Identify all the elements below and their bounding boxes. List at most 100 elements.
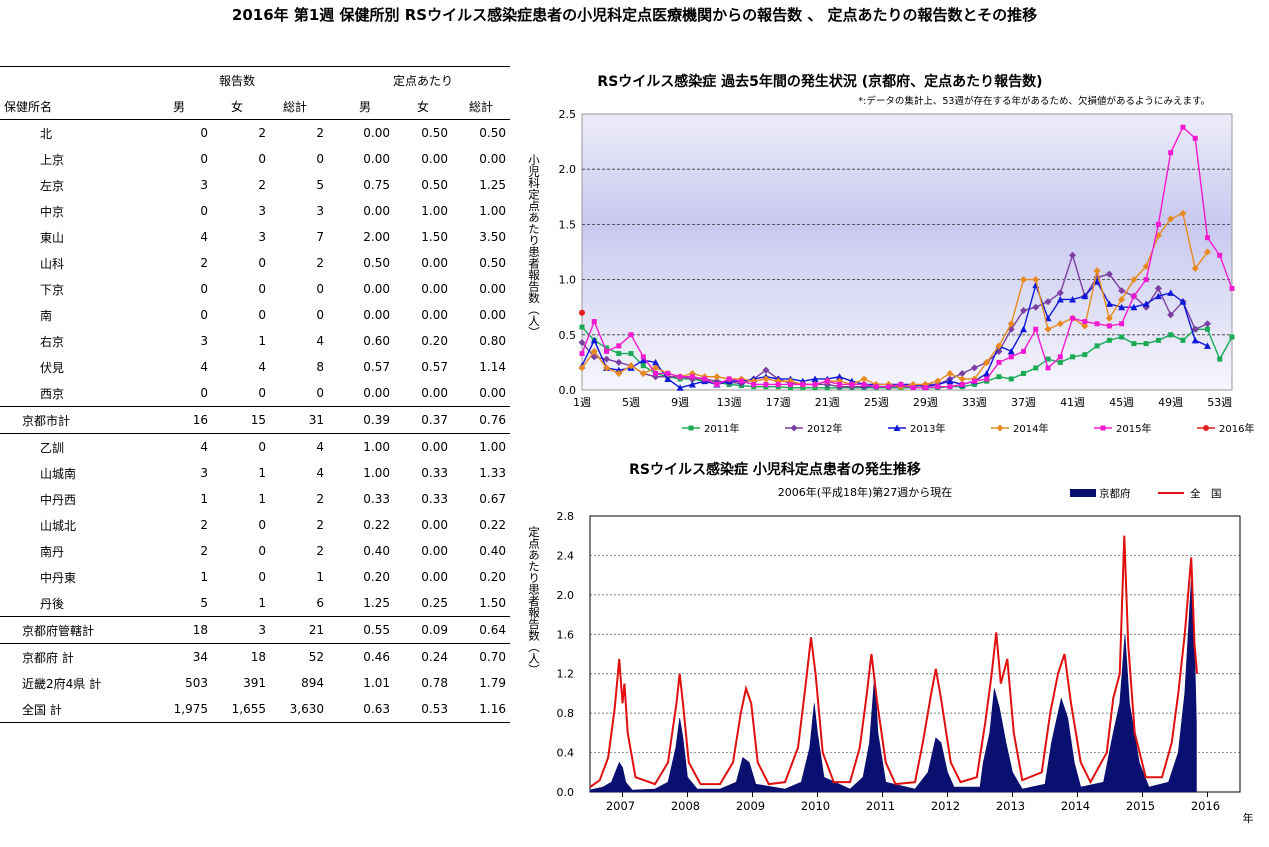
table-row: 山城北 2 0 2 0.22 0.00 0.22 bbox=[0, 512, 510, 538]
chart1-point bbox=[1229, 285, 1235, 291]
row-name: 南丹 bbox=[40, 544, 65, 559]
chart1-point bbox=[604, 348, 610, 354]
chart1-point bbox=[639, 356, 647, 364]
male-per-cell: 0.00 bbox=[363, 204, 390, 218]
chart1-y-tick: 2.0 bbox=[559, 163, 577, 176]
gap-cell bbox=[324, 302, 336, 328]
female-per-cell: 0.53 bbox=[394, 696, 452, 723]
table-row: 山科 2 0 2 0.50 0.00 0.50 bbox=[0, 250, 510, 276]
chart1-x-tick: 13週 bbox=[717, 396, 742, 409]
total-per-cell: 0.00 bbox=[479, 308, 506, 322]
chart1-point bbox=[591, 319, 597, 325]
female-count-cell: 3 bbox=[258, 204, 266, 218]
row-name: 山城南 bbox=[40, 466, 77, 481]
chart1-y-tick: 0.0 bbox=[559, 384, 577, 397]
chart2-y-tick: 2.4 bbox=[557, 549, 575, 562]
total-count-cell: 4 bbox=[316, 466, 324, 480]
female-count-cell: 0 bbox=[258, 518, 266, 532]
chart1-point bbox=[590, 353, 598, 361]
chart1-point bbox=[860, 375, 868, 383]
chart1-x-tick: 53週 bbox=[1207, 396, 1232, 409]
female-per-cell: 0.00 bbox=[421, 544, 448, 558]
gap-cell bbox=[324, 512, 336, 538]
chart1-point bbox=[689, 374, 695, 380]
female-count-cell: 15 bbox=[208, 406, 266, 434]
male-count-cell: 0 bbox=[200, 308, 208, 322]
chart1-point bbox=[1179, 298, 1187, 305]
chart1-point bbox=[665, 370, 671, 376]
chart1-point bbox=[652, 364, 660, 372]
male-per-cell: 0.33 bbox=[363, 492, 390, 506]
gap-cell bbox=[324, 198, 336, 224]
female-per-cell: 0.33 bbox=[421, 466, 448, 480]
male-per-cell: 1.01 bbox=[363, 676, 390, 690]
chart2-x-tick: 2009 bbox=[736, 799, 765, 813]
male-count-cell: 0 bbox=[200, 386, 208, 400]
chart1-point bbox=[1081, 322, 1089, 330]
chart1-point bbox=[714, 381, 720, 387]
col-total-header: 総計 bbox=[266, 93, 324, 120]
chart1-point bbox=[603, 355, 611, 363]
chart1-point bbox=[849, 381, 855, 387]
chart1-point bbox=[1142, 300, 1150, 307]
female-per-cell: 0.00 bbox=[421, 386, 448, 400]
table-row: 左京 3 2 5 0.75 0.50 1.25 bbox=[0, 172, 510, 198]
total-per-cell: 0.64 bbox=[452, 616, 510, 644]
chart1-point bbox=[946, 377, 954, 385]
chart1-point bbox=[996, 359, 1002, 365]
chart1-point bbox=[1094, 321, 1100, 327]
chart1-point bbox=[604, 345, 610, 351]
legend-marker bbox=[1100, 425, 1106, 431]
chart2-x-tick: 2015 bbox=[1126, 799, 1155, 813]
table-row: 京都府 計 34 18 52 0.46 0.24 0.70 bbox=[0, 643, 510, 670]
chart1-point bbox=[762, 366, 770, 374]
gap-cell bbox=[324, 380, 336, 407]
female-count-cell: 2 bbox=[258, 178, 266, 192]
chart1-point bbox=[726, 376, 732, 382]
female-per-cell: 0.50 bbox=[421, 126, 448, 140]
gap-cell bbox=[324, 486, 336, 512]
table-row: 近畿2府4県 計 503 391 894 1.01 0.78 1.79 bbox=[0, 670, 510, 696]
chart1-point bbox=[1057, 359, 1063, 365]
male-per-cell: 1.25 bbox=[363, 596, 390, 610]
male-count-cell: 3 bbox=[200, 178, 208, 192]
chart1-point bbox=[811, 375, 819, 382]
chart1-point bbox=[763, 381, 769, 387]
table-row: 中丹東 1 0 1 0.20 0.00 0.20 bbox=[0, 564, 510, 590]
male-count-cell: 1,975 bbox=[150, 696, 208, 723]
chart1-point bbox=[640, 363, 646, 369]
gap-cell bbox=[324, 250, 336, 276]
chart1-point bbox=[935, 384, 941, 390]
chart1-point bbox=[775, 381, 781, 387]
chart1-point bbox=[627, 362, 635, 370]
chart1-point bbox=[738, 378, 744, 384]
chart1-point bbox=[1168, 332, 1174, 338]
male-count-cell: 3 bbox=[200, 466, 208, 480]
chart1-point bbox=[702, 376, 708, 382]
chart1-point bbox=[836, 373, 844, 380]
chart1-series-line bbox=[581, 252, 1208, 388]
legend-label: 京都府 bbox=[1099, 487, 1131, 500]
chart1-point bbox=[1020, 307, 1028, 315]
chart1-point bbox=[615, 369, 623, 377]
male-per-cell: 0.60 bbox=[363, 334, 390, 348]
chart1-x-tick: 5週 bbox=[622, 396, 640, 409]
legend-label: 2016年 bbox=[1219, 422, 1254, 435]
male-per-cell: 0.00 bbox=[363, 126, 390, 140]
chart1-point bbox=[1105, 300, 1113, 307]
chart1-point bbox=[1155, 337, 1161, 343]
table-row: 上京 0 0 0 0.00 0.00 0.00 bbox=[0, 146, 510, 172]
total-count-cell: 894 bbox=[301, 676, 324, 690]
chart1-point bbox=[1180, 337, 1186, 343]
chart1-point bbox=[640, 354, 646, 360]
total-per-cell: 0.50 bbox=[479, 256, 506, 270]
female-count-cell: 0 bbox=[258, 570, 266, 584]
group-reports-header: 報告数 bbox=[150, 66, 324, 93]
chart1-point bbox=[886, 384, 892, 390]
female-count-cell: 1,655 bbox=[208, 696, 266, 723]
male-count-cell: 1 bbox=[200, 492, 208, 506]
legend-marker bbox=[996, 424, 1004, 432]
gap-cell bbox=[324, 696, 336, 723]
female-count-cell: 0 bbox=[258, 256, 266, 270]
legend-marker bbox=[790, 424, 798, 432]
